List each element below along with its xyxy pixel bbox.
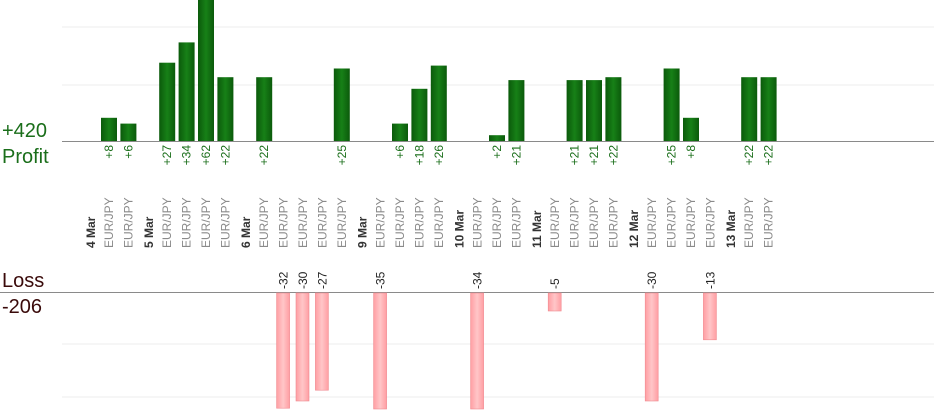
profit-bar [760, 77, 777, 141]
profit-value-label: +6 [393, 145, 407, 159]
pair-label: EUR/JPY [471, 197, 485, 248]
pair-label: EUR/JPY [296, 197, 310, 248]
pair-label: EUR/JPY [102, 197, 116, 248]
pair-label: EUR/JPY [568, 197, 582, 248]
profit-bar [663, 68, 680, 141]
profit-value-label: +2 [490, 145, 504, 159]
day-label: 5 Mar [142, 216, 156, 248]
profit-bar [430, 65, 447, 141]
loss-bar [547, 292, 562, 312]
day-label: 6 Mar [239, 216, 253, 248]
loss-bar [703, 292, 717, 341]
pair-label: EUR/JPY [199, 197, 213, 248]
profit-value-label: +62 [199, 145, 213, 166]
pair-label: EUR/JPY [412, 197, 426, 248]
profit-bar [605, 77, 622, 141]
profit-bar [508, 80, 525, 141]
pair-label: EUR/JPY [703, 197, 717, 248]
profit-value-label: +21 [568, 145, 582, 166]
profit-label: Profit [2, 146, 49, 168]
loss-value-label: -30 [296, 271, 310, 289]
pair-label: EUR/JPY [121, 197, 135, 248]
loss-total: -206 [2, 296, 42, 318]
profit-bar [198, 0, 214, 141]
loss-bar [373, 292, 387, 410]
loss-value-label: -35 [374, 271, 388, 289]
pair-label: EUR/JPY [684, 197, 698, 248]
pair-label: EUR/JPY [509, 197, 523, 248]
day-label: 10 Mar [453, 210, 467, 248]
profit-value-label: +22 [606, 145, 620, 166]
profit-value-label: +22 [257, 145, 271, 166]
chart-marks: 4 Mar +8 EUR/JPY +6 EUR/JPY 5 Mar +27 EUR/JPY +3… [84, 0, 777, 410]
pair-label: EUR/JPY [393, 197, 407, 248]
profit-bar [178, 42, 195, 141]
loss-bar [470, 292, 484, 410]
profit-value-label: +34 [180, 145, 194, 166]
pair-label: EUR/JPY [315, 197, 329, 248]
loss-label: Loss [2, 270, 44, 292]
pair-label: EUR/JPY [548, 197, 562, 248]
profit-value-label: +6 [121, 145, 135, 159]
pair-label: EUR/JPY [432, 197, 446, 248]
pair-label: EUR/JPY [606, 197, 620, 248]
loss-value-label: -30 [645, 271, 659, 289]
profit-value-label: +21 [587, 145, 601, 166]
day-label: 4 Mar [84, 216, 98, 248]
profit-bar [333, 68, 350, 141]
profit-bar [411, 88, 428, 141]
pair-label: EUR/JPY [742, 197, 756, 248]
loss-gridlines [62, 343, 934, 398]
profit-value-label: +22 [218, 145, 232, 166]
loss-value-label: -13 [703, 271, 717, 289]
profit-bar [489, 135, 505, 141]
profit-value-label: +22 [742, 145, 756, 166]
profit-bar [392, 123, 408, 141]
pair-label: EUR/JPY [762, 197, 776, 248]
profit-bar [217, 77, 234, 141]
pair-label: EUR/JPY [257, 197, 271, 248]
pair-label: EUR/JPY [490, 197, 504, 248]
profit-bar [101, 117, 117, 141]
day-label: 13 Mar [724, 210, 738, 248]
profit-bar [159, 62, 176, 142]
profit-bar [566, 80, 583, 141]
profit-total: +420 [2, 120, 47, 142]
profit-value-label: +21 [509, 145, 523, 166]
profit-value-label: +26 [432, 145, 446, 166]
profit-value-label: +8 [102, 145, 116, 159]
pair-label: EUR/JPY [277, 197, 291, 248]
profit-bar [120, 123, 137, 141]
profit-value-label: +8 [684, 145, 698, 159]
profit-value-label: +25 [335, 145, 349, 166]
day-label: 11 Mar [530, 210, 544, 248]
profit-value-label: +27 [160, 145, 174, 166]
pair-label: EUR/JPY [587, 197, 601, 248]
day-label: 12 Mar [627, 210, 641, 248]
day-label: 9 Mar [356, 216, 370, 248]
profit-bar [586, 80, 602, 141]
profit-bar [683, 117, 699, 141]
loss-bar [315, 292, 329, 391]
profit-bar [256, 77, 273, 141]
profit-value-label: +22 [762, 145, 776, 166]
pair-label: EUR/JPY [218, 197, 232, 248]
loss-value-label: -27 [315, 271, 329, 289]
loss-bar [295, 292, 310, 402]
loss-value-label: -5 [548, 278, 562, 289]
loss-value-label: -32 [277, 271, 291, 289]
pair-label: EUR/JPY [335, 197, 349, 248]
loss-bar [644, 292, 659, 402]
profit-value-label: +18 [412, 145, 426, 166]
profit-bar [741, 77, 758, 141]
profit-value-label: +25 [665, 145, 679, 166]
pair-label: EUR/JPY [160, 197, 174, 248]
loss-bar [276, 292, 290, 409]
loss-value-label: -34 [471, 271, 485, 289]
pair-label: EUR/JPY [180, 197, 194, 248]
pair-label: EUR/JPY [374, 197, 388, 248]
pair-label: EUR/JPY [645, 197, 659, 248]
pair-label: EUR/JPY [665, 197, 679, 248]
